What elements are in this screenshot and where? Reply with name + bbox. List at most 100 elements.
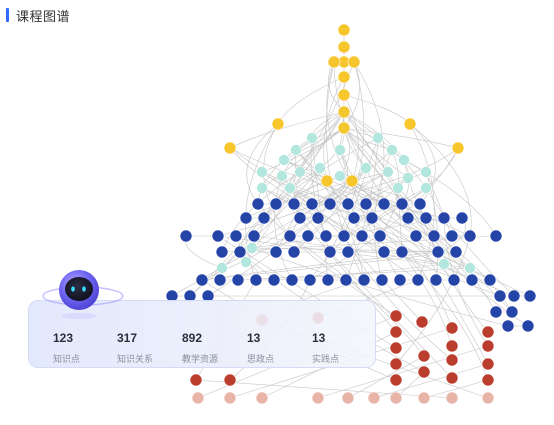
concept-node[interactable] [290,144,302,156]
knowledge-node[interactable] [341,197,355,211]
knowledge-node[interactable] [373,229,387,243]
robot-assistant-icon[interactable] [38,266,128,322]
top-node[interactable] [337,40,351,54]
knowledge-node[interactable] [251,197,265,211]
concept-node[interactable] [256,182,268,194]
knowledge-node[interactable] [283,229,297,243]
concept-node[interactable] [294,166,306,178]
knowledge-node[interactable] [215,245,229,259]
knowledge-node[interactable] [359,197,373,211]
knowledge-node[interactable] [337,229,351,243]
knowledge-node[interactable] [413,197,427,211]
practice-node[interactable] [445,339,459,353]
practice-node[interactable] [481,339,495,353]
knowledge-node[interactable] [489,305,503,319]
top-node[interactable] [337,70,351,84]
concept-node[interactable] [278,154,290,166]
knowledge-node[interactable] [179,229,193,243]
knowledge-node[interactable] [507,289,521,303]
resource-node[interactable] [445,391,459,405]
resource-node[interactable] [367,391,381,405]
practice-node[interactable] [223,373,237,387]
concept-node[interactable] [402,172,414,184]
concept-node[interactable] [334,170,346,182]
knowledge-node[interactable] [267,273,281,287]
practice-node[interactable] [389,341,403,355]
knowledge-node[interactable] [411,273,425,287]
practice-node[interactable] [481,357,495,371]
practice-node[interactable] [389,309,403,323]
knowledge-node[interactable] [393,273,407,287]
knowledge-node[interactable] [419,211,433,225]
knowledge-node[interactable] [213,273,227,287]
knowledge-node[interactable] [465,273,479,287]
practice-node[interactable] [415,315,429,329]
resource-node[interactable] [417,391,431,405]
knowledge-node[interactable] [319,229,333,243]
knowledge-node[interactable] [303,273,317,287]
knowledge-node[interactable] [287,245,301,259]
concept-node[interactable] [438,258,450,270]
knowledge-node[interactable] [211,229,225,243]
knowledge-node[interactable] [287,197,301,211]
knowledge-node[interactable] [269,245,283,259]
practice-node[interactable] [481,325,495,339]
concept-node[interactable] [256,166,268,178]
practice-node[interactable] [445,321,459,335]
knowledge-node[interactable] [195,273,209,287]
concept-node[interactable] [276,170,288,182]
concept-node[interactable] [386,144,398,156]
knowledge-node[interactable] [483,273,497,287]
top-node[interactable] [345,174,359,188]
knowledge-node[interactable] [365,211,379,225]
top-node[interactable] [320,174,334,188]
concept-node[interactable] [420,166,432,178]
knowledge-node[interactable] [523,289,537,303]
knowledge-node[interactable] [323,245,337,259]
knowledge-node[interactable] [449,245,463,259]
knowledge-node[interactable] [341,245,355,259]
concept-node[interactable] [464,262,476,274]
knowledge-node[interactable] [437,211,451,225]
top-node[interactable] [327,55,341,69]
top-node[interactable] [337,105,351,119]
knowledge-node[interactable] [229,229,243,243]
knowledge-node[interactable] [301,229,315,243]
knowledge-node[interactable] [505,305,519,319]
top-node[interactable] [337,121,351,135]
concept-node[interactable] [314,162,326,174]
knowledge-node[interactable] [445,229,459,243]
knowledge-node[interactable] [377,197,391,211]
concept-node[interactable] [372,132,384,144]
resource-node[interactable] [389,391,403,405]
knowledge-node[interactable] [355,229,369,243]
practice-node[interactable] [417,365,431,379]
concept-node[interactable] [306,132,318,144]
practice-node[interactable] [389,357,403,371]
knowledge-node[interactable] [321,273,335,287]
concept-node[interactable] [216,262,228,274]
top-node[interactable] [337,23,351,37]
top-node[interactable] [271,117,285,131]
knowledge-node[interactable] [395,197,409,211]
resource-node[interactable] [481,391,495,405]
top-node[interactable] [347,55,361,69]
resource-node[interactable] [311,391,325,405]
concept-node[interactable] [398,154,410,166]
knowledge-node[interactable] [463,229,477,243]
concept-node[interactable] [334,144,346,156]
knowledge-node[interactable] [447,273,461,287]
knowledge-node[interactable] [521,319,535,333]
knowledge-node[interactable] [431,245,445,259]
knowledge-node[interactable] [247,229,261,243]
practice-node[interactable] [445,371,459,385]
knowledge-node[interactable] [501,319,515,333]
knowledge-node[interactable] [311,211,325,225]
knowledge-node[interactable] [305,197,319,211]
knowledge-node[interactable] [401,211,415,225]
concept-node[interactable] [420,182,432,194]
top-node[interactable] [403,117,417,131]
practice-node[interactable] [389,373,403,387]
practice-node[interactable] [189,373,203,387]
top-node[interactable] [451,141,465,155]
